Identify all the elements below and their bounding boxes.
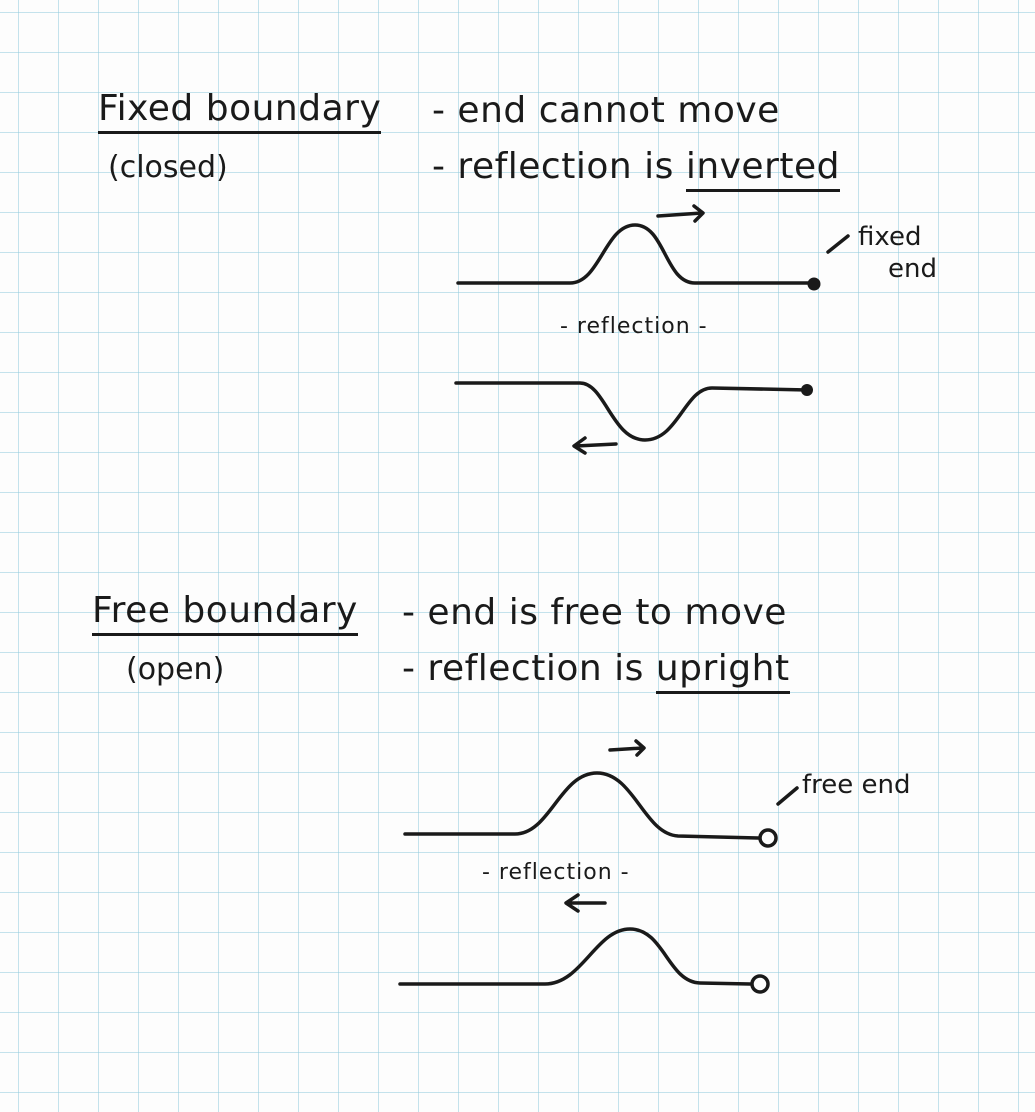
fixed-incident-pulse (456, 223, 814, 285)
fixed-point-reflection: - reflection is inverted (432, 146, 840, 192)
fixed-point-inverted: inverted (685, 146, 840, 192)
free-reflected-arrow-icon (564, 893, 607, 913)
fixed-reflected-arrow-icon (572, 436, 618, 455)
free-end-ring-reflected-icon (750, 974, 770, 994)
free-boundary-heading: Free boundary (92, 590, 358, 636)
fixed-end-pointer-icon (826, 234, 850, 254)
fixed-point-end-cannot-move: - end cannot move (432, 90, 780, 131)
free-reflection-label: - reflection - (482, 860, 630, 885)
free-incident-pulse (403, 771, 760, 840)
fixed-boundary-subtitle: (closed) (108, 150, 228, 185)
free-end-ring-icon (758, 828, 778, 848)
fixed-end-dot-reflected-icon (801, 384, 813, 396)
fixed-end-dot-icon (807, 277, 821, 291)
free-point-reflection-prefix: - reflection is (402, 648, 656, 689)
free-incident-arrow-icon (608, 739, 646, 757)
free-point-reflection: - reflection is upright (402, 648, 790, 694)
fixed-reflected-pulse (454, 381, 810, 442)
free-end-pointer-icon (776, 786, 799, 806)
free-boundary-subtitle: (open) (126, 652, 225, 687)
fixed-boundary-heading: Fixed boundary (98, 88, 382, 134)
free-end-label: free end (802, 770, 911, 800)
free-reflected-pulse (398, 927, 752, 986)
fixed-end-label-line1: fixed (858, 222, 922, 252)
fixed-incident-arrow-icon (656, 204, 705, 223)
free-point-end-free-to-move: - end is free to move (402, 592, 787, 633)
free-point-upright: upright (655, 648, 790, 694)
fixed-point-reflection-prefix: - reflection is (432, 146, 686, 187)
fixed-end-label-line2: end (888, 254, 937, 284)
fixed-reflection-label: - reflection - (560, 314, 708, 339)
